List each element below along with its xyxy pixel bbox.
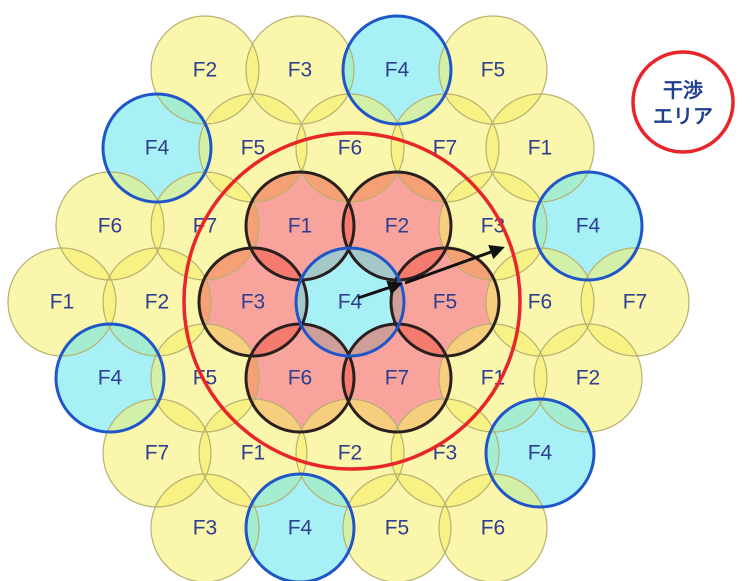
cell-label: F4	[576, 215, 601, 238]
cell-label: F4	[145, 137, 170, 160]
cell-label: F7	[623, 291, 648, 314]
cell-label: F3	[241, 291, 266, 314]
cell-label: F1	[50, 291, 75, 314]
cell-label: F5	[193, 367, 218, 390]
cell-outline-f5	[342, 473, 452, 581]
cell-outline-f6	[438, 473, 548, 581]
cell-label: F2	[193, 59, 218, 82]
cell-label: F7	[145, 442, 170, 465]
cell-label: F3	[433, 442, 458, 465]
cell-yellow-f6	[439, 474, 547, 581]
cell-label: F1	[528, 137, 553, 160]
cell-outline-f4	[484, 397, 596, 509]
cell-label: F6	[288, 367, 313, 390]
cell-outline-f1	[198, 398, 308, 508]
reuse-distance-arrow	[357, 280, 403, 300]
reuse-distance-arrow	[404, 245, 505, 285]
cell-label: F2	[145, 291, 170, 314]
legend: 干渉 エリア	[631, 50, 735, 154]
cell-yellow-f3	[246, 16, 354, 124]
cell-label: F4	[338, 291, 363, 314]
cell-label: F4	[98, 367, 123, 390]
interference-area-ring	[182, 131, 522, 471]
cell-label: F1	[288, 215, 313, 238]
cell-label: F5	[241, 137, 266, 160]
reuse-distance-arrows	[357, 245, 505, 300]
cell-outline-f3	[245, 15, 355, 125]
cell-outline-f7	[580, 247, 690, 357]
cell-label: F7	[433, 137, 458, 160]
cell-label: F4	[385, 59, 410, 82]
cell-label: F6	[528, 291, 553, 314]
cell-label: F2	[385, 215, 410, 238]
cell-outline-f7	[341, 322, 453, 434]
cell-label: F4	[288, 517, 313, 540]
cell-outline-f3	[390, 398, 500, 508]
cell-outline-f4	[294, 246, 406, 358]
cell-outline-f3	[150, 473, 260, 581]
cell-yellow-f3	[151, 474, 259, 581]
cell-outline-f3	[197, 246, 309, 358]
cell-cyan-f4	[103, 94, 211, 202]
cell-label: F6	[98, 215, 123, 238]
cell-yellow-f5	[343, 474, 451, 581]
legend-label-line2: エリア	[653, 104, 713, 128]
cell-outline-f4	[54, 322, 166, 434]
cell-cyan-f4	[343, 16, 451, 124]
legend-label-line1: 干渉	[663, 78, 703, 102]
cell-label: F6	[481, 517, 506, 540]
cell-label: F3	[193, 517, 218, 540]
cell-outline-f4	[101, 92, 213, 204]
cell-label: F5	[385, 517, 410, 540]
cell-label: F3	[288, 59, 313, 82]
cell-label: F5	[481, 59, 506, 82]
cell-outline-f4	[244, 472, 356, 581]
cell-cyan-f4	[246, 474, 354, 581]
cell-label: F7	[385, 367, 410, 390]
cell-label: F2	[338, 442, 363, 465]
cell-label: F6	[338, 137, 363, 160]
cell-outline-f4	[341, 14, 453, 126]
cell-label: F2	[576, 367, 601, 390]
cell-label: F4	[528, 442, 553, 465]
cell-outline-f2	[533, 323, 643, 433]
cell-label: F5	[433, 291, 458, 314]
cell-outline-f2	[102, 247, 212, 357]
cell-yellow-f5	[439, 16, 547, 124]
cell-outline-layer	[7, 14, 690, 581]
cell-outline-f4	[532, 170, 644, 282]
legend-interference-ring-icon	[631, 50, 735, 154]
cell-label: F1	[241, 442, 266, 465]
cell-outline-f7	[102, 398, 212, 508]
